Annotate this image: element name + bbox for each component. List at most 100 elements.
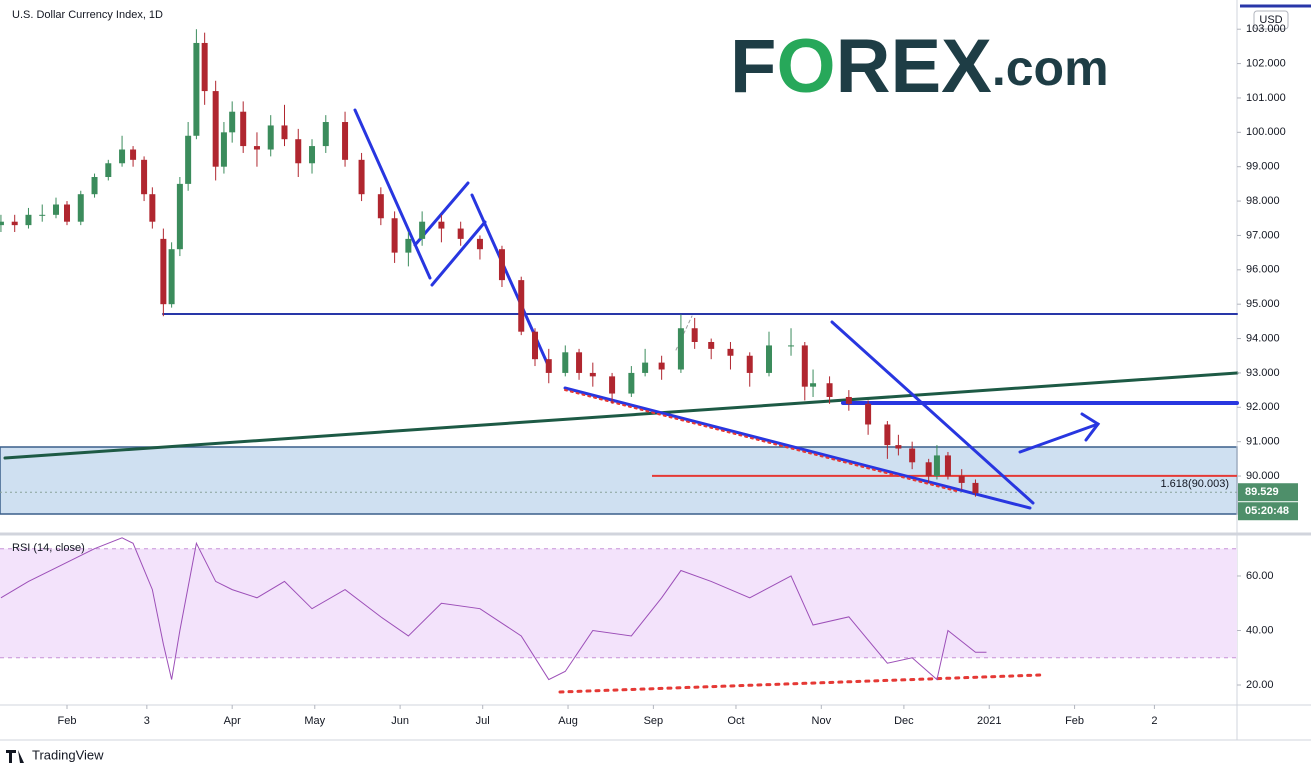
x-tick-label: 2021 [977, 715, 1001, 727]
candle-body [545, 359, 552, 373]
candle-body [358, 159, 365, 195]
candle-body [589, 372, 596, 377]
candle-body [119, 149, 126, 164]
logo-part: O [776, 24, 835, 109]
y-tick-label: 91.000 [1246, 436, 1280, 448]
candle-body [185, 135, 192, 184]
x-tick-label: Apr [224, 715, 241, 727]
last-price-box [1238, 483, 1298, 502]
y-tick-label: 99.000 [1246, 161, 1280, 173]
rsi-band [0, 548, 1237, 658]
candle-body [925, 462, 932, 477]
candle-body [562, 352, 569, 373]
candle-body [25, 214, 32, 226]
y-tick-label: 60.00 [1246, 570, 1274, 582]
trend-line [3, 371, 1239, 460]
candle-body [884, 424, 891, 446]
logo: FOREX.com [730, 24, 1109, 109]
x-tick-label: Jul [476, 715, 490, 727]
candle-body [518, 280, 525, 332]
logo-part: REX [836, 24, 993, 109]
candle-body [160, 238, 167, 305]
candle-body [944, 455, 951, 477]
y-tick-label: 90.000 [1246, 470, 1280, 482]
chart-title: U.S. Dollar Currency Index, 1D [12, 9, 163, 21]
candle-body [909, 448, 916, 463]
wedge-line [563, 386, 1032, 510]
candle-body [532, 331, 539, 360]
candle-body [220, 132, 227, 167]
flag-line [430, 220, 487, 287]
candle-body [708, 341, 715, 349]
x-tick-label: May [304, 715, 325, 727]
footer-logo[interactable] [6, 750, 24, 763]
candle-body [476, 238, 483, 250]
candle-body [727, 348, 734, 356]
candle-body [253, 146, 260, 150]
candle-body [77, 194, 84, 222]
candle-body [130, 149, 137, 160]
candle-body [419, 221, 426, 239]
candle-body [176, 183, 183, 250]
support-zone [0, 446, 1238, 515]
fib-label: 1.618(90.003) [1161, 478, 1230, 490]
countdown: 05:20:48 [1245, 505, 1289, 517]
rsi-line [0, 537, 987, 681]
candle-body [281, 125, 288, 140]
x-tick-label: Dec [894, 715, 914, 727]
candle-body [212, 91, 219, 167]
y-tick-label: 100.000 [1246, 126, 1286, 138]
candle-body [958, 476, 965, 483]
candle-body [933, 455, 940, 477]
candle-body [845, 396, 852, 404]
logo-part: .com [992, 40, 1109, 96]
y-tick-label: 97.000 [1246, 229, 1280, 241]
currency[interactable]: USD [1259, 14, 1282, 26]
y-tick-label: 40.00 [1246, 624, 1274, 636]
arrow-head [1080, 412, 1101, 442]
rsi-divergence [558, 673, 1042, 694]
countdown-box [1238, 502, 1298, 521]
y-tick-label: 96.000 [1246, 264, 1280, 276]
footer-brand[interactable]: TradingView [32, 747, 104, 762]
candle-body [642, 362, 649, 373]
pole-line [353, 108, 432, 280]
currency-box[interactable] [1253, 10, 1289, 30]
candle-body [628, 372, 635, 394]
candle-body [766, 345, 773, 373]
candle-body [149, 194, 156, 222]
y-tick-label: 95.000 [1246, 298, 1280, 310]
x-tick-label: 3 [144, 715, 150, 727]
candle-body [91, 177, 98, 195]
y-tick-label: 101.000 [1246, 92, 1286, 104]
candle-body [64, 204, 71, 222]
candle-body [193, 42, 200, 136]
y-tick-label: 102.000 [1246, 57, 1286, 69]
candle-body [267, 125, 274, 150]
candle-body [322, 122, 329, 147]
candle-body [0, 221, 4, 226]
x-tick-label: Nov [812, 715, 832, 727]
wedge-dotted [564, 389, 961, 493]
x-tick-label: Feb [58, 715, 77, 727]
candle-body [105, 163, 112, 178]
candle-body [309, 146, 316, 164]
candle-body [746, 355, 753, 373]
candle-body [438, 221, 445, 229]
wedge-line [830, 320, 1035, 505]
candle-body [865, 403, 872, 425]
arrow [1018, 422, 1100, 454]
x-tick-label: Jun [391, 715, 409, 727]
y-tick-label: 20.00 [1246, 679, 1274, 691]
x-tick-label: Feb [1065, 715, 1084, 727]
candle-body [229, 111, 236, 133]
rsi-title: RSI (14, close) [12, 542, 85, 554]
candle-body [972, 482, 979, 494]
candle-body [391, 218, 398, 253]
y-tick-label: 103.000 [1246, 23, 1286, 35]
y-tick-label: 94.000 [1246, 332, 1280, 344]
logo-part: F [730, 24, 776, 109]
candle-body [52, 204, 59, 215]
candle-body [11, 221, 18, 226]
